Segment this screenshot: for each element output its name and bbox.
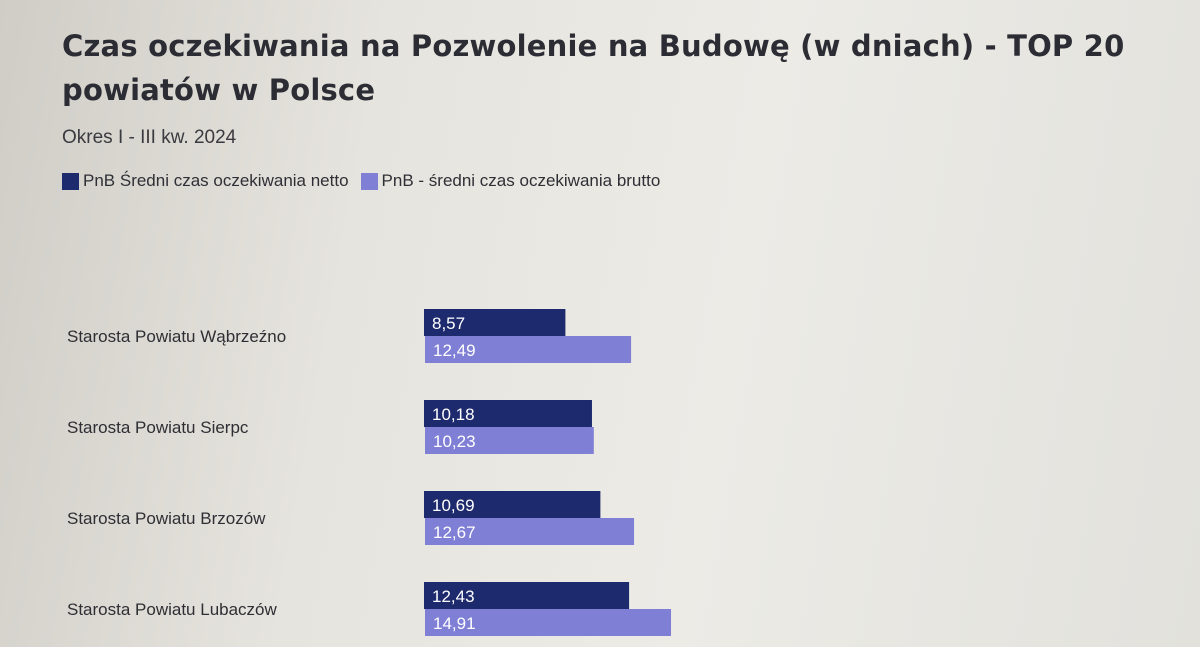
- legend-item-brutto: PnB - średni czas oczekiwania brutto: [360, 171, 661, 191]
- data-label-brutto: 12,67: [433, 523, 476, 542]
- bar-brutto: [425, 427, 594, 454]
- data-label-brutto: 12,49: [433, 341, 476, 360]
- bar-brutto: [425, 336, 632, 363]
- category-label: Starosta Powiatu Wąbrzeźno: [67, 327, 286, 346]
- data-label-brutto: 14,91: [433, 614, 476, 633]
- legend: PnB Średni czas oczekiwania netto PnB - …: [62, 171, 672, 191]
- legend-label-netto: PnB Średni czas oczekiwania netto: [83, 171, 349, 190]
- bar-brutto: [425, 518, 635, 545]
- chart-subtitle: Okres I - III kw. 2024: [62, 127, 237, 148]
- legend-swatch-brutto: [360, 172, 378, 190]
- data-label-netto: 12,43: [432, 587, 475, 606]
- category-label: Starosta Powiatu Sierpc: [67, 418, 249, 437]
- data-label-netto: 8,57: [432, 314, 465, 333]
- chart-title: Czas oczekiwania na Pozwolenie na Budowę…: [62, 29, 1125, 107]
- category-label: Starosta Powiatu Lubaczów: [67, 600, 278, 619]
- bar-netto: [424, 582, 630, 609]
- data-label-netto: 10,69: [432, 496, 475, 515]
- legend-label-brutto: PnB - średni czas oczekiwania brutto: [381, 171, 661, 190]
- bar-brutto: [425, 609, 672, 636]
- data-label-brutto: 10,23: [433, 432, 476, 451]
- bar-netto: [424, 491, 601, 518]
- category-label: Starosta Powiatu Brzozów: [67, 509, 266, 528]
- legend-swatch-netto: [62, 172, 79, 190]
- legend-item-netto: PnB Średni czas oczekiwania netto: [62, 171, 349, 191]
- bar-netto: [424, 309, 566, 336]
- bar-netto: [424, 400, 592, 427]
- data-label-netto: 10,18: [432, 405, 475, 424]
